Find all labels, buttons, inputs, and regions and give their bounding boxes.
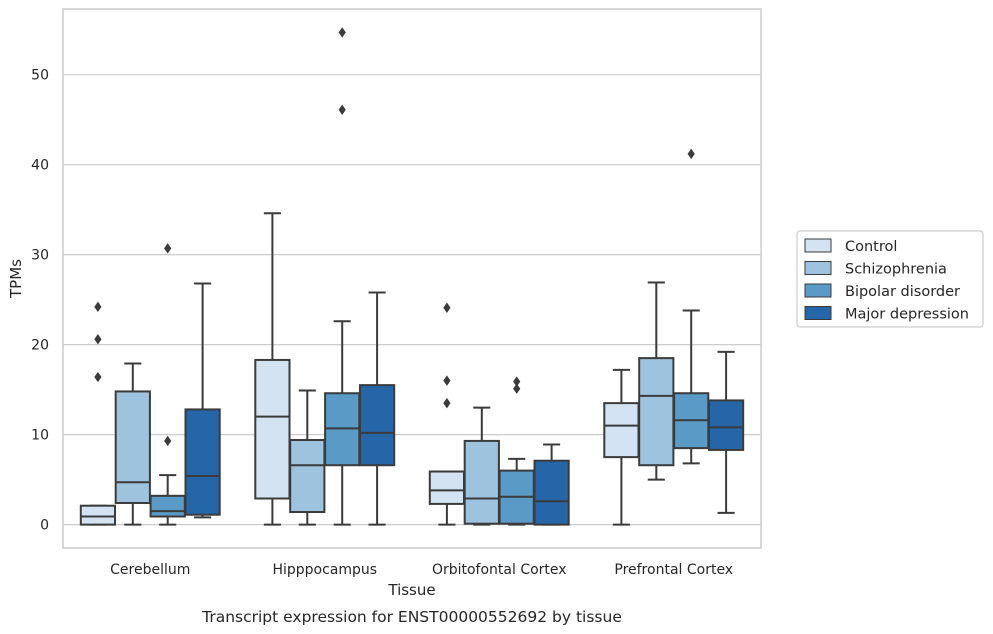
legend-label: Major depression — [845, 307, 969, 323]
y-axis-label: TPMs — [7, 259, 25, 299]
x-axis-label: Tissue — [387, 581, 435, 599]
outlier-point — [94, 334, 102, 345]
outlier-point — [338, 104, 346, 115]
legend-swatch — [804, 283, 832, 298]
outlier-point — [164, 435, 172, 447]
outlier-point — [164, 243, 172, 254]
legend-swatch — [804, 306, 832, 320]
box-iqr — [114, 390, 151, 505]
box-schizophrenia — [638, 281, 675, 481]
y-tick-label: 0 — [40, 518, 49, 534]
box-series — [79, 27, 745, 526]
box-iqr — [149, 494, 186, 518]
y-tick-label: 40 — [31, 158, 49, 174]
outlier-point — [94, 371, 102, 383]
box-control — [254, 212, 291, 526]
box-schizophrenia — [463, 406, 500, 526]
box-iqr — [638, 357, 675, 467]
box-major-depression — [358, 291, 396, 526]
x-tick-label: Orbitofontal Cortex — [432, 562, 567, 578]
legend-swatch — [804, 261, 832, 275]
outlier-point — [443, 302, 451, 313]
box-iqr — [358, 384, 396, 467]
box-iqr — [289, 439, 326, 514]
box-iqr — [184, 408, 221, 516]
box-iqr — [79, 504, 117, 526]
legend: Control Schizophrenia Bipolar disorder Majo… — [796, 230, 984, 328]
box-schizophrenia — [289, 389, 326, 526]
box-bipolar-disorder — [324, 27, 361, 526]
x-tick-label: Cerebellum — [110, 562, 190, 578]
box-iqr — [428, 470, 466, 505]
legend-swatch — [804, 238, 832, 253]
box-major-depression — [533, 443, 570, 526]
box-major-depression — [184, 282, 221, 519]
box-bipolar-disorder — [673, 148, 710, 465]
box-iqr — [254, 358, 291, 500]
box-control — [603, 368, 640, 526]
y-axis-ticks: 0 10 20 30 40 50 — [31, 68, 49, 534]
outlier-point — [338, 27, 346, 38]
box-control — [428, 302, 466, 526]
legend-label: Bipolar disorder — [845, 284, 960, 300]
outlier-point — [513, 383, 521, 394]
outlier-point — [94, 301, 102, 313]
outlier-point — [513, 376, 521, 387]
box-iqr — [603, 402, 640, 459]
outlier-point — [443, 375, 451, 386]
x-tick-label: Prefrontal Cortex — [614, 562, 733, 578]
y-tick-label: 50 — [31, 68, 49, 84]
y-tick-label: 10 — [31, 428, 49, 444]
legend-label: Schizophrenia — [845, 262, 947, 278]
box-bipolar-disorder — [149, 243, 186, 526]
legend-label: Control — [845, 239, 897, 255]
box-control — [79, 301, 117, 526]
box-iqr — [707, 399, 745, 451]
x-axis-ticks: Cerebellum Hipppocampus Orbitofontal Corte… — [110, 562, 733, 578]
outlier-point — [443, 397, 451, 409]
y-tick-label: 30 — [31, 248, 49, 264]
box-iqr — [533, 459, 570, 526]
box-iqr — [463, 439, 500, 525]
y-tick-label: 20 — [31, 338, 49, 354]
legend-frame — [796, 230, 984, 328]
box-schizophrenia — [114, 362, 151, 526]
outlier-point — [687, 148, 695, 160]
chart-caption: Transcript expression for ENST0000055269… — [201, 608, 622, 626]
box-bipolar-disorder — [498, 376, 535, 526]
box-major-depression — [707, 350, 745, 514]
x-tick-label: Hipppocampus — [272, 562, 377, 578]
